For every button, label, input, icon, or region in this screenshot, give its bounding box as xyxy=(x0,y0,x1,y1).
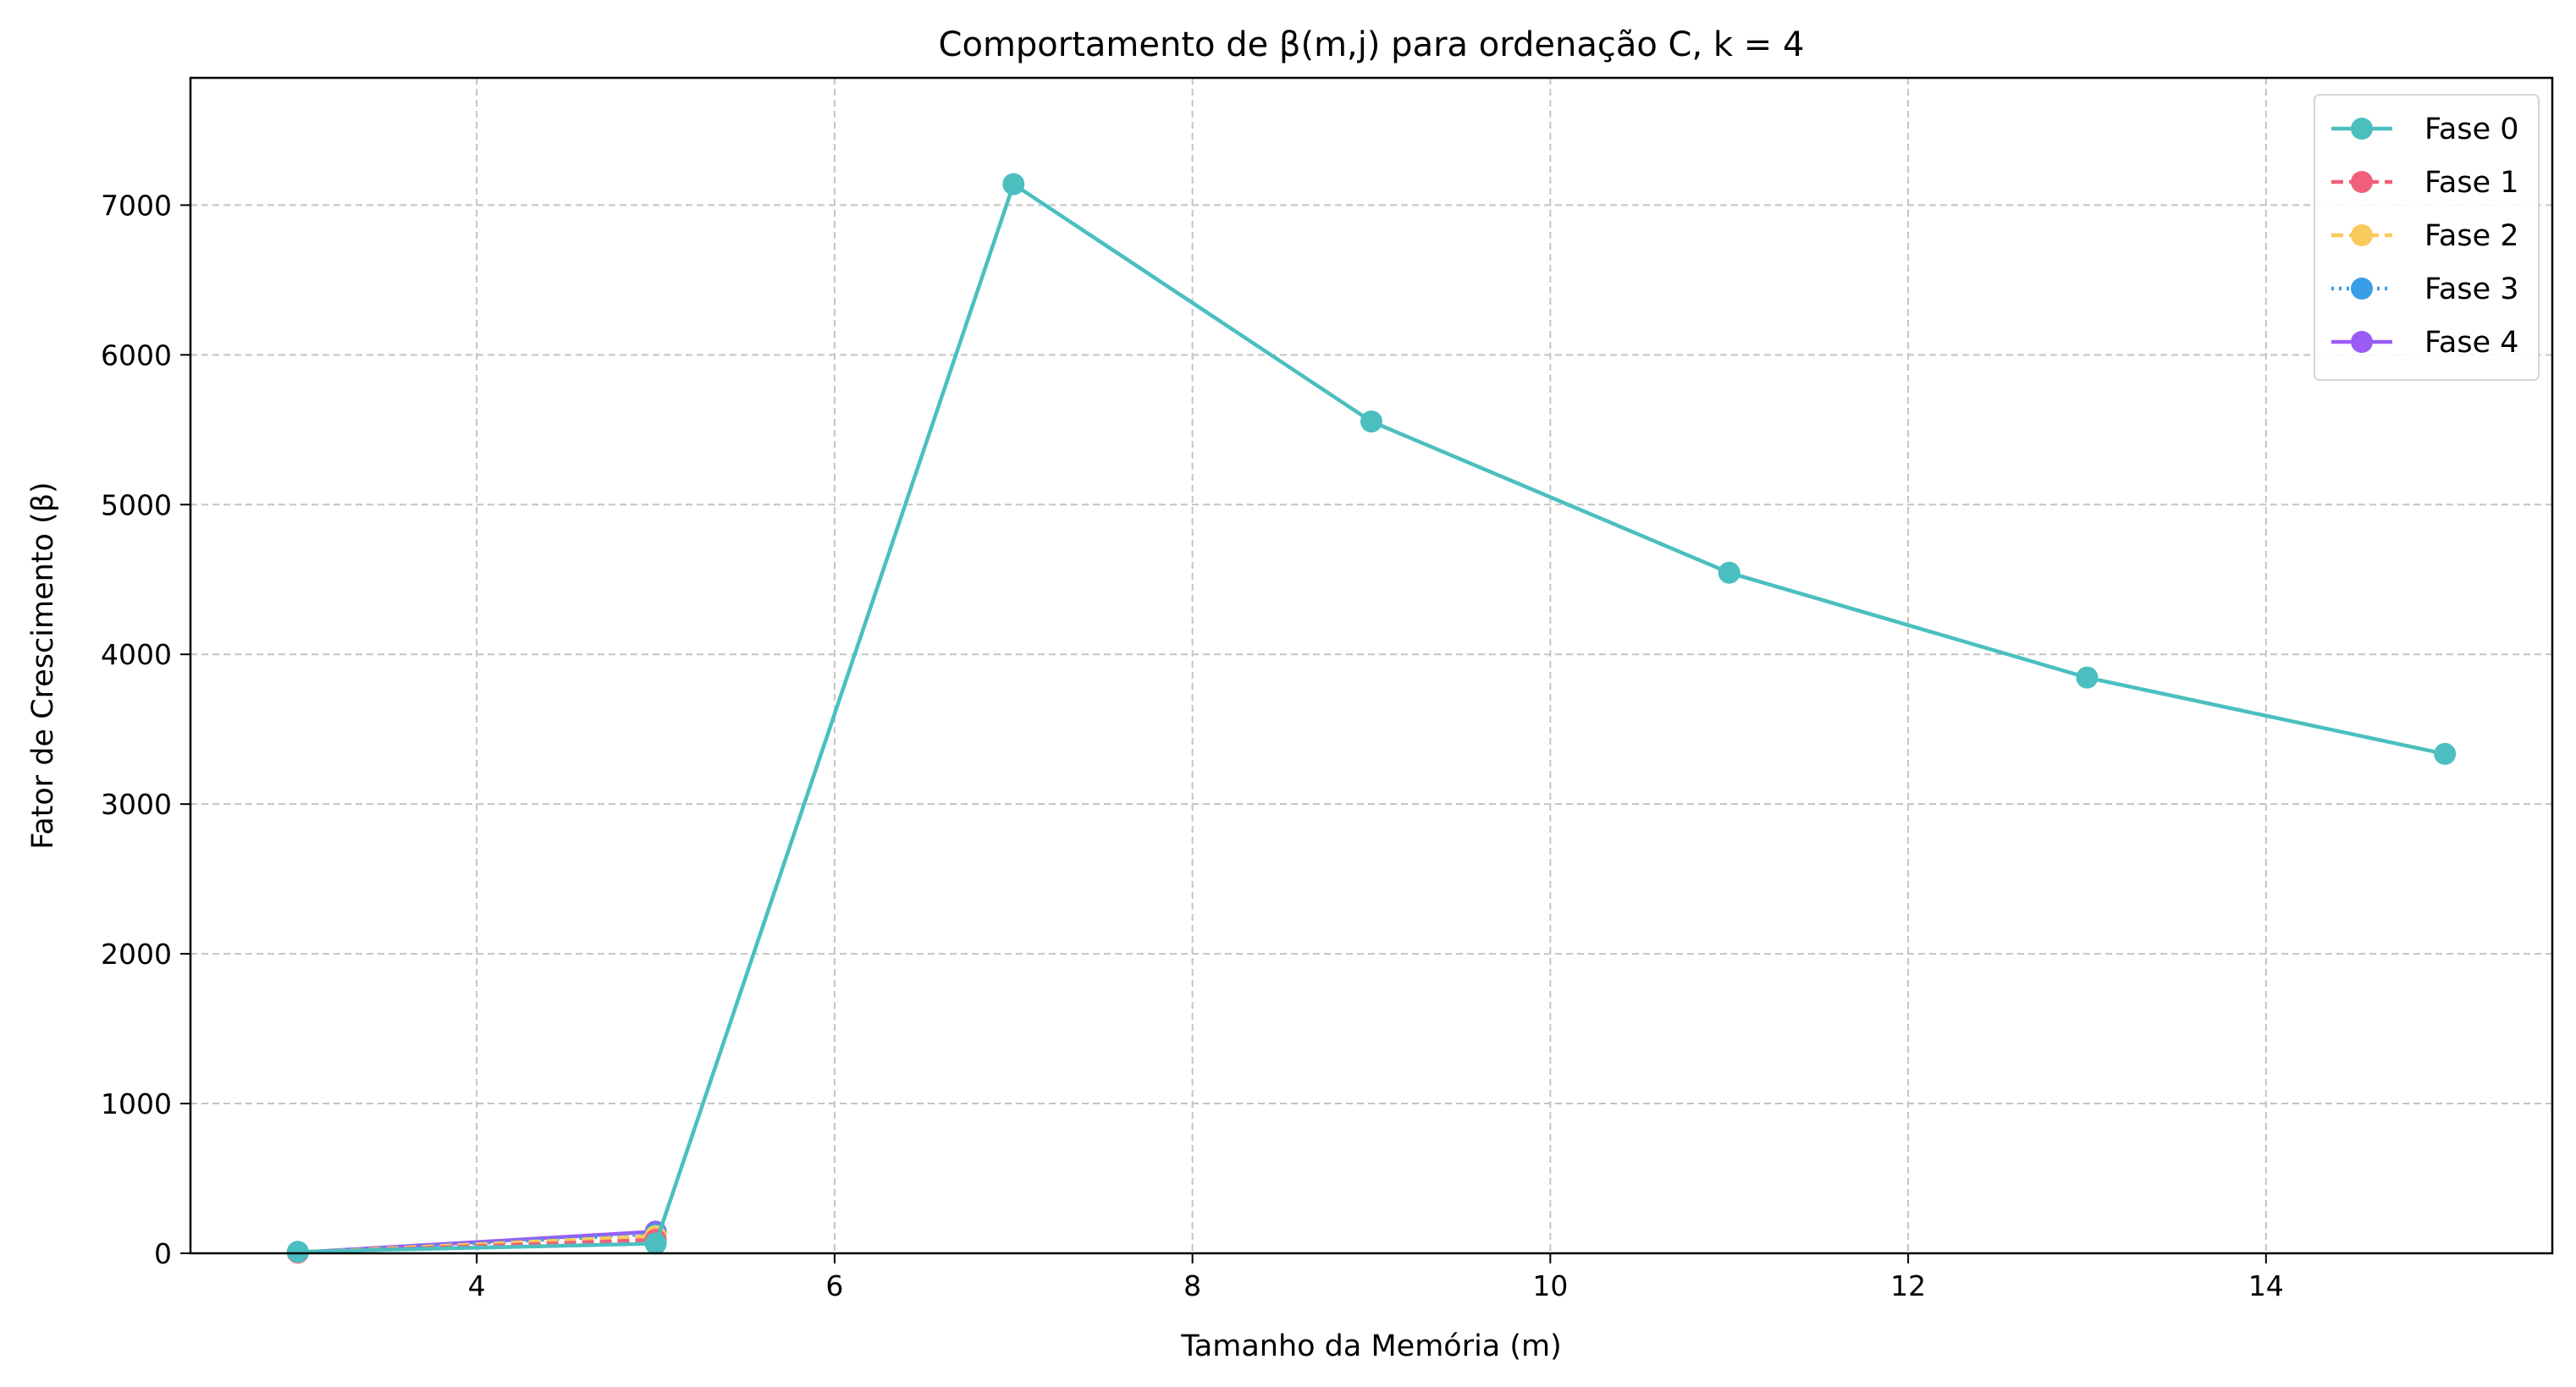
legend-label: Fase 2 xyxy=(2424,219,2519,253)
x-tick-label: 12 xyxy=(1890,1269,1926,1302)
data-point xyxy=(1002,173,1025,195)
data-point xyxy=(2076,666,2099,689)
y-tick-label: 0 xyxy=(154,1237,172,1270)
legend-marker xyxy=(2351,278,2373,300)
x-tick-label: 8 xyxy=(1183,1269,1201,1302)
data-point xyxy=(1360,410,1382,433)
y-tick-label: 7000 xyxy=(101,189,172,222)
legend-label: Fase 0 xyxy=(2424,113,2519,146)
y-tick-label: 4000 xyxy=(101,638,172,671)
data-point xyxy=(644,1232,667,1255)
x-tick-label: 10 xyxy=(1532,1269,1568,1302)
data-point xyxy=(286,1241,309,1263)
legend-marker xyxy=(2351,118,2373,140)
y-tick-label: 2000 xyxy=(101,938,172,971)
y-axis-label: Fator de Crescimento (β) xyxy=(26,482,60,849)
legend-entry: Fase 3 xyxy=(2331,272,2519,306)
y-tick-label: 6000 xyxy=(101,338,172,372)
legend-marker xyxy=(2351,224,2373,246)
series-fase-0 xyxy=(286,173,2457,1263)
x-tick-label: 4 xyxy=(468,1269,486,1302)
x-tick-label: 6 xyxy=(825,1269,843,1302)
axis-ticks: 4 6 8 10 12 14 0 1000 2000 3000 4000 5000 6000 7000 xyxy=(101,189,2284,1302)
y-tick-label: 3000 xyxy=(101,788,172,821)
legend-entry: Fase 1 xyxy=(2331,166,2519,200)
y-tick-label: 5000 xyxy=(101,488,172,521)
grid xyxy=(190,78,2552,1253)
legend-entry: Fase 2 xyxy=(2331,219,2519,253)
series-line xyxy=(297,1231,656,1255)
legend-marker xyxy=(2351,331,2373,353)
plot-frame xyxy=(189,76,2554,1255)
legend-entry: Fase 0 xyxy=(2331,113,2519,146)
legend-label: Fase 1 xyxy=(2424,166,2519,200)
y-tick-label: 1000 xyxy=(101,1087,172,1120)
x-tick-label: 14 xyxy=(2248,1269,2284,1302)
legend: Fase 0 Fase 1 Fase 2 Fase 3 Fase 4 xyxy=(2314,94,2540,381)
legend-marker xyxy=(2351,171,2373,193)
chart-title: Comportamento de β(m,j) para ordenação C… xyxy=(939,25,1805,64)
x-axis-label: Tamanho da Memória (m) xyxy=(1180,1329,1562,1363)
legend-label: Fase 3 xyxy=(2424,272,2519,306)
data-point xyxy=(2434,742,2457,765)
legend-box xyxy=(2314,94,2540,381)
data-point xyxy=(1718,561,1740,584)
legend-entry: Fase 4 xyxy=(2331,326,2519,360)
legend-label: Fase 4 xyxy=(2424,326,2519,360)
